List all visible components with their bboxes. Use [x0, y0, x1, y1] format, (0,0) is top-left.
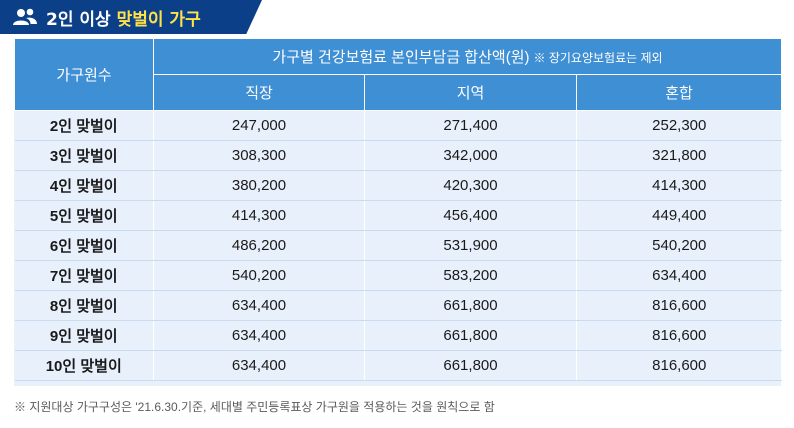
cell-workplace: 308,300 [153, 140, 365, 171]
cell-mixed: 414,300 [576, 170, 782, 201]
row-label: 2인 맞벌이 [14, 110, 154, 141]
cell-workplace: 380,200 [153, 170, 365, 201]
cell-mixed: 816,600 [576, 320, 782, 351]
cell-regional: 420,300 [364, 170, 577, 201]
cell-workplace: 247,000 [153, 110, 365, 141]
household-size-header: 가구원수 [14, 38, 154, 111]
title-highlight: 맞벌이 가구 [116, 9, 201, 30]
users-icon [12, 7, 38, 27]
footnote: ※ 지원대상 가구구성은 '21.6.30.기준, 세대별 주민등록표상 가구원… [14, 400, 495, 414]
row-label: 8인 맞벌이 [14, 290, 154, 321]
premium-group-header: 가구별 건강보험료 본인부담금 합산액(원) ※ 장기요양보험료는 제외 [152, 38, 783, 75]
cell-regional: 661,800 [364, 320, 577, 351]
cell-mixed: 816,600 [576, 350, 782, 381]
table-row: 8인 맞벌이 634,400 661,800 816,600 [14, 290, 782, 321]
page-title: 2인 이상 맞벌이 가구 [46, 5, 201, 30]
title-prefix: 2인 이상 [46, 9, 111, 30]
cell-mixed: 252,300 [576, 110, 782, 141]
column-header-workplace: 직장 [153, 74, 365, 111]
cell-mixed: 816,600 [576, 290, 782, 321]
cell-workplace: 414,300 [153, 200, 365, 231]
table-row: 2인 맞벌이 247,000 271,400 252,300 [14, 110, 782, 141]
column-header-regional: 지역 [364, 74, 577, 111]
cell-workplace: 634,400 [153, 320, 365, 351]
table-row: 10인 맞벌이 634,400 661,800 816,600 [14, 350, 782, 381]
cell-mixed: 634,400 [576, 260, 782, 291]
cell-workplace: 486,200 [153, 230, 365, 261]
title-banner: 2인 이상 맞벌이 가구 [0, 0, 262, 34]
row-label: 7인 맞벌이 [14, 260, 154, 291]
premium-group-label: 가구별 건강보험료 본인부담금 합산액(원) [272, 49, 530, 66]
table-row: 6인 맞벌이 486,200 531,900 540,200 [14, 230, 782, 261]
row-label: 3인 맞벌이 [14, 140, 154, 171]
cell-regional: 661,800 [364, 350, 577, 381]
table-row: 3인 맞벌이 308,300 342,000 321,800 [14, 140, 782, 171]
group-header-note: ※ 장기요양보험료는 제외 [533, 51, 663, 65]
cell-regional: 456,400 [364, 200, 577, 231]
row-label: 5인 맞벌이 [14, 200, 154, 231]
row-label: 10인 맞벌이 [14, 350, 154, 381]
cell-workplace: 540,200 [153, 260, 365, 291]
premium-table-panel: 가구원수 가구별 건강보험료 본인부담금 합산액(원) ※ 장기요양보험료는 제외… [14, 38, 783, 386]
row-label: 9인 맞벌이 [14, 320, 154, 351]
row-label: 6인 맞벌이 [14, 230, 154, 261]
cell-mixed: 540,200 [576, 230, 782, 261]
cell-regional: 661,800 [364, 290, 577, 321]
table-row: 9인 맞벌이 634,400 661,800 816,600 [14, 320, 782, 351]
column-header-mixed: 혼합 [575, 74, 783, 111]
cell-regional: 531,900 [364, 230, 577, 261]
cell-workplace: 634,400 [153, 290, 365, 321]
row-label: 4인 맞벌이 [14, 170, 154, 201]
table-row: 4인 맞벌이 380,200 420,300 414,300 [14, 170, 782, 201]
cell-regional: 271,400 [364, 110, 577, 141]
cell-workplace: 634,400 [153, 350, 365, 381]
cell-mixed: 449,400 [576, 200, 782, 231]
table-row: 5인 맞벌이 414,300 456,400 449,400 [14, 200, 782, 231]
table-row: 7인 맞벌이 540,200 583,200 634,400 [14, 260, 782, 291]
premium-table: 가구원수 가구별 건강보험료 본인부담금 합산액(원) ※ 장기요양보험료는 제외… [14, 38, 783, 381]
cell-regional: 342,000 [364, 140, 577, 171]
cell-mixed: 321,800 [576, 140, 782, 171]
cell-regional: 583,200 [364, 260, 577, 291]
